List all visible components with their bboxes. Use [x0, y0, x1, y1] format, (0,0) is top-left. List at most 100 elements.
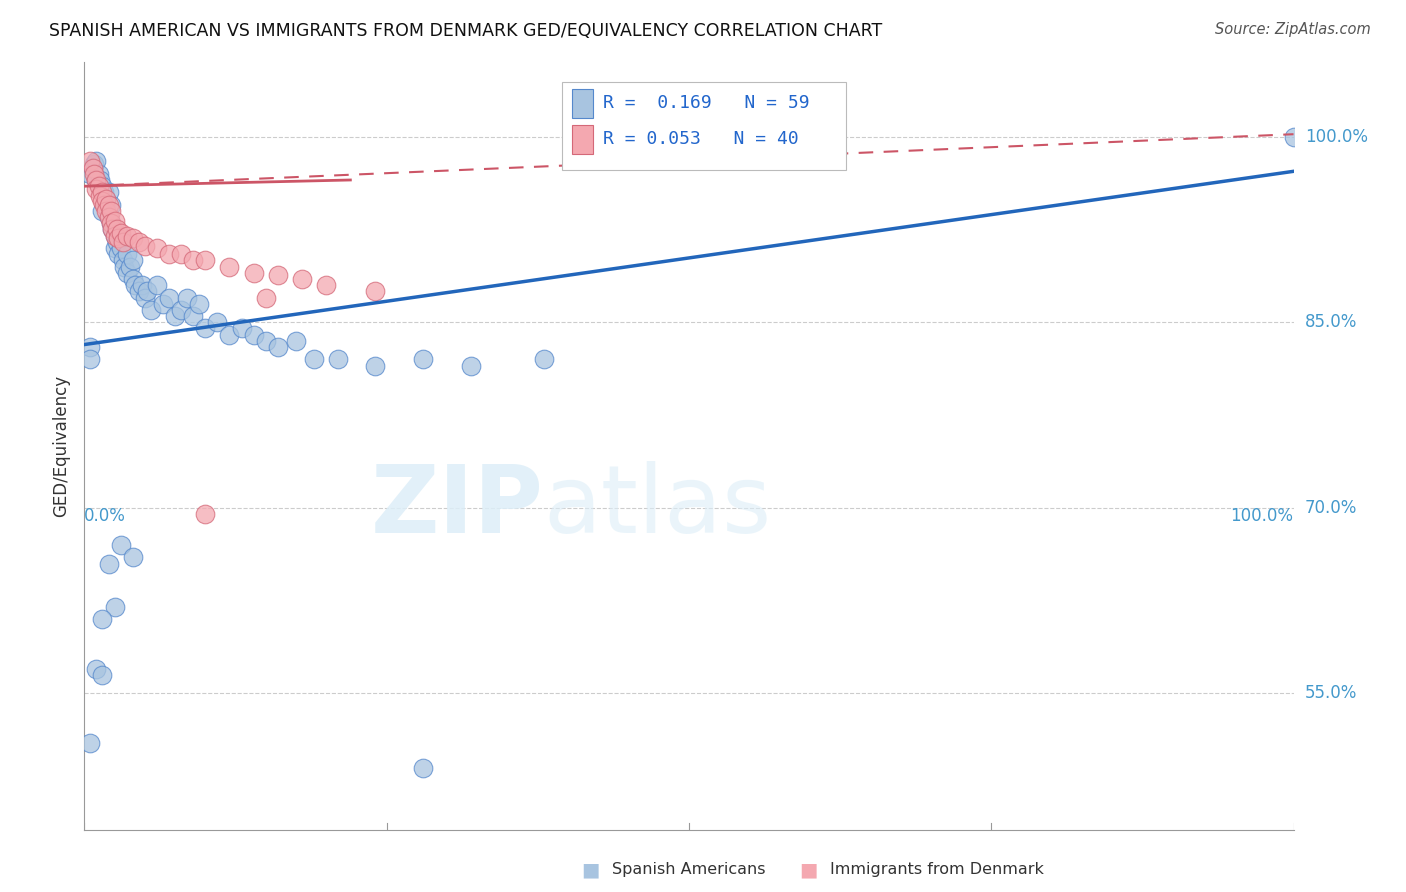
Point — [112, 260, 135, 274]
Point — [128, 235, 150, 249]
Point — [104, 214, 127, 228]
Point — [115, 228, 138, 243]
Point — [136, 285, 159, 299]
Point — [107, 231, 129, 245]
Point — [82, 161, 104, 175]
Point — [110, 228, 132, 243]
Point — [87, 179, 110, 194]
Point — [91, 668, 114, 682]
Text: ZIP: ZIP — [371, 461, 544, 553]
Text: Immigrants from Denmark: Immigrants from Denmark — [830, 863, 1043, 877]
Point — [93, 186, 115, 200]
Point — [86, 154, 108, 169]
Point — [110, 538, 132, 552]
Point — [231, 321, 253, 335]
Point — [100, 198, 122, 212]
Point — [207, 315, 229, 329]
Point — [91, 179, 114, 194]
Point — [105, 235, 128, 249]
Point — [87, 167, 110, 181]
Point — [94, 192, 117, 206]
Point — [170, 247, 193, 261]
Text: Spanish Americans: Spanish Americans — [612, 863, 765, 877]
Point — [254, 334, 277, 348]
Point — [91, 186, 114, 200]
Point — [181, 253, 204, 268]
Point — [107, 247, 129, 261]
Text: R =  0.169   N = 59: R = 0.169 N = 59 — [603, 94, 810, 112]
Point — [100, 216, 122, 230]
Text: R = 0.053   N = 40: R = 0.053 N = 40 — [603, 130, 799, 148]
Point — [152, 296, 174, 310]
Point — [194, 253, 217, 268]
Point — [97, 210, 120, 224]
Point — [412, 761, 434, 775]
Point — [97, 557, 120, 571]
Point — [104, 228, 127, 243]
Point — [101, 222, 124, 236]
Point — [194, 507, 217, 521]
Point — [120, 260, 142, 274]
Bar — [572, 89, 593, 119]
Text: Source: ZipAtlas.com: Source: ZipAtlas.com — [1215, 22, 1371, 37]
Text: ■: ■ — [799, 860, 818, 880]
Point — [363, 359, 385, 373]
Point — [112, 235, 135, 249]
Point — [121, 272, 143, 286]
Point — [121, 253, 143, 268]
Point — [134, 291, 156, 305]
Point — [86, 662, 108, 676]
Text: 55.0%: 55.0% — [1305, 684, 1357, 703]
Text: SPANISH AMERICAN VS IMMIGRANTS FROM DENMARK GED/EQUIVALENCY CORRELATION CHART: SPANISH AMERICAN VS IMMIGRANTS FROM DENM… — [49, 22, 883, 40]
Text: 100.0%: 100.0% — [1305, 128, 1368, 145]
Point — [101, 222, 124, 236]
Point — [121, 231, 143, 245]
Point — [110, 226, 132, 240]
Point — [242, 266, 264, 280]
Bar — [572, 126, 593, 154]
Point — [79, 154, 101, 169]
Point — [134, 238, 156, 252]
Point — [91, 194, 114, 208]
Point — [460, 359, 482, 373]
Point — [146, 278, 169, 293]
Point — [533, 352, 555, 367]
Point — [104, 241, 127, 255]
Point — [267, 340, 290, 354]
Point — [86, 173, 108, 187]
Text: 70.0%: 70.0% — [1305, 499, 1357, 516]
Point — [79, 352, 101, 367]
Point — [363, 285, 385, 299]
Point — [91, 612, 114, 626]
Point — [291, 272, 314, 286]
Point — [93, 198, 115, 212]
Point — [83, 167, 105, 181]
Point — [94, 203, 117, 218]
Point — [315, 278, 337, 293]
Point — [181, 309, 204, 323]
Point — [124, 278, 146, 293]
Point — [110, 241, 132, 255]
Text: 0.0%: 0.0% — [84, 508, 127, 525]
Point — [79, 167, 101, 181]
Point — [1282, 129, 1305, 144]
Point — [86, 173, 108, 187]
Point — [112, 253, 135, 268]
Point — [115, 247, 138, 261]
Y-axis label: GED/Equivalency: GED/Equivalency — [52, 375, 70, 517]
Point — [302, 352, 325, 367]
Point — [412, 352, 434, 367]
Point — [97, 198, 120, 212]
Point — [104, 228, 127, 243]
Point — [79, 736, 101, 750]
Point — [105, 222, 128, 236]
Point — [91, 203, 114, 218]
Point — [131, 278, 153, 293]
Text: 85.0%: 85.0% — [1305, 313, 1357, 331]
Point — [121, 550, 143, 565]
Point — [157, 291, 180, 305]
Point — [139, 302, 162, 317]
Point — [97, 186, 120, 200]
Point — [100, 203, 122, 218]
Point — [284, 334, 308, 348]
